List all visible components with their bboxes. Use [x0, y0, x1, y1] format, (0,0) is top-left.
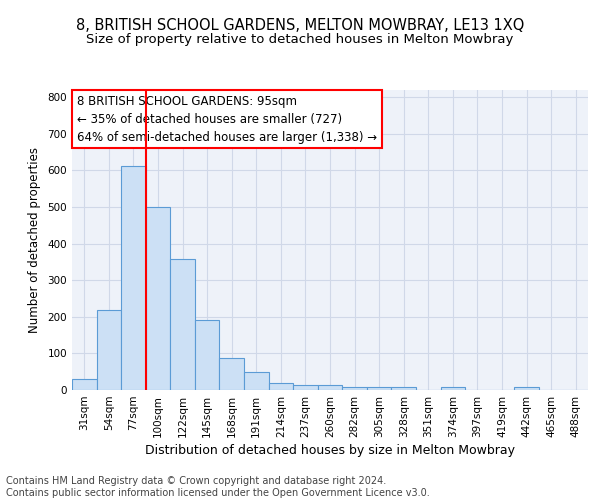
Bar [342, 388, 367, 390]
Bar [514, 388, 539, 390]
Bar [146, 207, 170, 390]
Text: Contains HM Land Registry data © Crown copyright and database right 2024.
Contai: Contains HM Land Registry data © Crown c… [6, 476, 430, 498]
Bar [220, 358, 244, 390]
X-axis label: Distribution of detached houses by size in Melton Mowbray: Distribution of detached houses by size … [145, 444, 515, 457]
Bar [367, 388, 391, 390]
Bar [391, 388, 416, 390]
Bar [244, 372, 269, 390]
Bar [170, 260, 195, 390]
Bar [440, 388, 465, 390]
Bar [97, 310, 121, 390]
Y-axis label: Number of detached properties: Number of detached properties [28, 147, 41, 333]
Bar [269, 382, 293, 390]
Text: 8, BRITISH SCHOOL GARDENS, MELTON MOWBRAY, LE13 1XQ: 8, BRITISH SCHOOL GARDENS, MELTON MOWBRA… [76, 18, 524, 32]
Text: Size of property relative to detached houses in Melton Mowbray: Size of property relative to detached ho… [86, 32, 514, 46]
Text: 8 BRITISH SCHOOL GARDENS: 95sqm
← 35% of detached houses are smaller (727)
64% o: 8 BRITISH SCHOOL GARDENS: 95sqm ← 35% of… [77, 94, 377, 144]
Bar [318, 385, 342, 390]
Bar [72, 379, 97, 390]
Bar [293, 385, 318, 390]
Bar [195, 320, 220, 390]
Bar [121, 166, 146, 390]
